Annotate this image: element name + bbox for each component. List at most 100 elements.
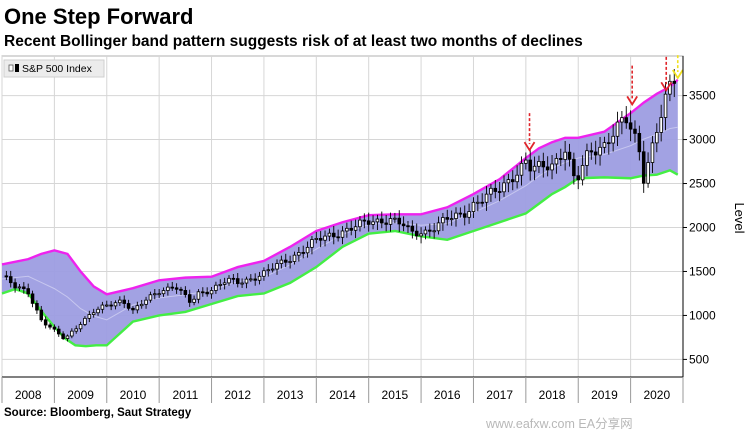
candle-down — [332, 232, 336, 238]
candle-up — [139, 303, 144, 307]
annotation-arrow-head — [523, 141, 536, 152]
candle-up — [489, 187, 493, 195]
candle-up — [310, 239, 314, 248]
candle-down — [109, 304, 113, 307]
candle-down — [235, 278, 240, 284]
x-tick-label: 2010 — [120, 388, 147, 402]
candle-down — [201, 291, 205, 294]
candle-down — [633, 128, 637, 134]
candle-up — [218, 284, 223, 286]
candle-down — [56, 328, 61, 335]
candle-up — [327, 232, 332, 237]
candle-up — [266, 269, 271, 272]
candle-up — [83, 317, 87, 325]
candle-down — [318, 238, 323, 241]
x-tick-label: 2009 — [67, 388, 94, 402]
candle-down — [589, 150, 594, 153]
candle-up — [602, 142, 607, 148]
candle-up — [611, 135, 615, 144]
watermark: www.eafxw.com EA分享网 — [486, 417, 633, 431]
candle-down — [35, 302, 39, 311]
candle-up — [650, 142, 655, 163]
candle-down — [39, 309, 44, 321]
annotation-arrow-head — [660, 81, 673, 92]
x-tick-label: 2016 — [434, 388, 461, 402]
candle-up — [196, 291, 201, 300]
candle-up — [209, 290, 214, 295]
candle-down — [380, 218, 384, 224]
candle-down — [205, 291, 209, 295]
candle-down — [545, 166, 550, 171]
candle-up — [214, 284, 218, 291]
legend: S&P 500 Index — [3, 59, 105, 78]
y-tick-label: 2000 — [689, 220, 716, 234]
candle-down — [414, 230, 419, 237]
candle-up — [262, 270, 266, 277]
candle-up — [74, 328, 78, 332]
y-axis-label: Level — [732, 202, 747, 233]
candle-up — [340, 230, 345, 238]
candle-up — [563, 151, 567, 160]
candle-down — [179, 288, 183, 291]
candle-down — [13, 282, 17, 289]
candle-up — [292, 254, 297, 262]
candle-up — [297, 252, 301, 256]
candle-down — [174, 287, 179, 290]
y-axis: 500 1000 1500 2000 2500 3000 3500 — [682, 56, 716, 377]
candle-up — [105, 304, 109, 307]
candle-up — [166, 286, 170, 291]
candle-down — [253, 278, 257, 281]
candle-down — [572, 158, 576, 177]
candle-up — [598, 146, 602, 156]
candle-down — [8, 276, 13, 284]
x-tick-label: 2011 — [172, 388, 198, 402]
candle-down — [593, 151, 598, 156]
candle-down — [231, 277, 236, 280]
candle-down — [410, 225, 415, 232]
candle-down — [445, 217, 450, 220]
candle-down — [541, 161, 546, 168]
legend-box — [3, 59, 105, 78]
candle-up — [240, 282, 244, 285]
candle-down — [607, 142, 611, 145]
x-tick-label: 2012 — [224, 388, 251, 402]
candle-down — [528, 159, 532, 172]
candle-up — [375, 218, 380, 223]
arrow-layer — [523, 55, 684, 152]
candle-down — [61, 333, 65, 339]
candle-down — [497, 191, 502, 193]
candle-up — [144, 299, 148, 305]
candle-up — [275, 263, 279, 270]
candle-up — [113, 302, 118, 307]
candle-up — [388, 218, 393, 225]
candle-down — [30, 293, 35, 304]
candle-up — [135, 305, 140, 311]
candle-up — [620, 117, 624, 123]
candle-up — [663, 93, 668, 118]
x-tick-label: 2013 — [277, 388, 304, 402]
candle-up — [502, 182, 506, 193]
candle-down — [401, 223, 406, 227]
legend-label: S&P 500 Index — [22, 63, 93, 75]
candle-up — [371, 221, 375, 225]
candle-up — [244, 278, 249, 284]
candle-down — [52, 326, 57, 330]
candle-up — [476, 201, 480, 204]
candle-down — [510, 179, 515, 183]
candle-up — [436, 222, 441, 232]
candle-up — [537, 161, 541, 167]
candle-up — [288, 261, 292, 263]
candle-up — [550, 163, 554, 171]
candle-up — [423, 229, 428, 235]
candle-up — [515, 174, 519, 183]
candle-down — [43, 319, 48, 326]
candle-up — [270, 268, 275, 271]
candle-up — [153, 293, 157, 296]
chart-title: One Step Forward — [4, 4, 194, 29]
y-tick-label: 2500 — [689, 177, 716, 191]
candle-up — [449, 218, 454, 221]
x-tick-label: 2008 — [15, 388, 42, 402]
candle-up — [118, 299, 122, 304]
candle-up — [91, 312, 96, 315]
candle-up — [157, 293, 161, 296]
